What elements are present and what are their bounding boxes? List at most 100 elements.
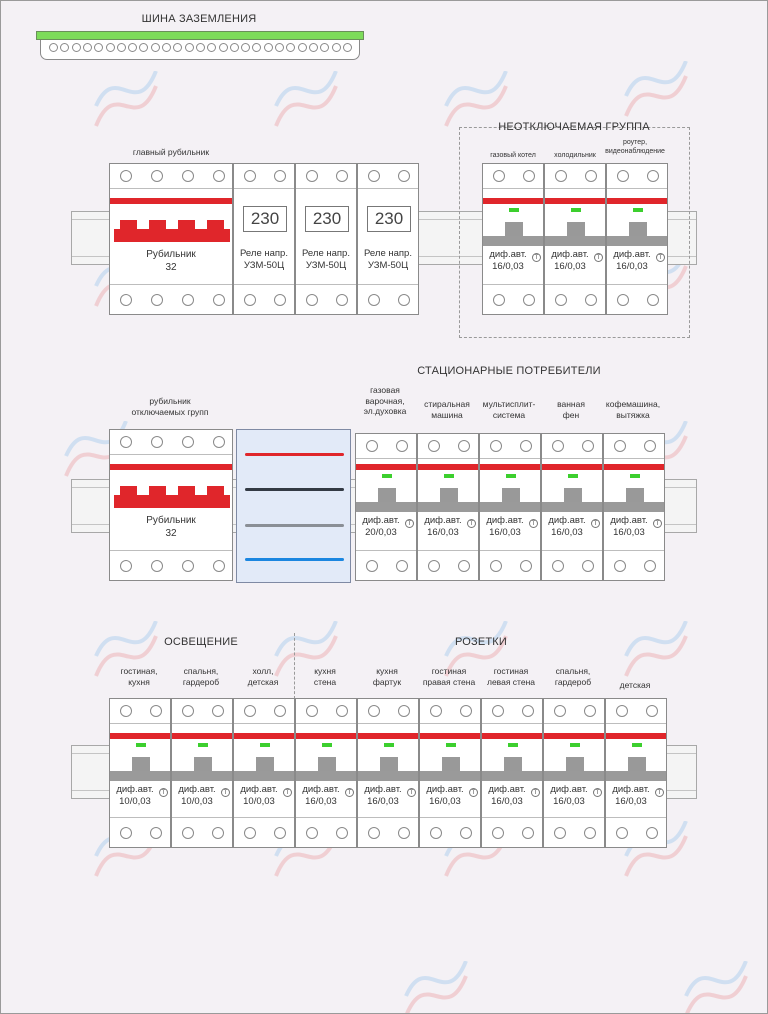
main-switch: Рубильник 32 <box>109 163 233 315</box>
ground-bus-hole <box>49 43 58 52</box>
ground-bus-hole <box>94 43 104 52</box>
terminal-screw <box>493 170 505 182</box>
ground-bus-hole <box>60 43 70 52</box>
status-indicator <box>633 208 643 212</box>
circuit-label: кофемашина, вытяжка <box>605 399 661 420</box>
rcbo-breaker: диф.авт. 16/0,03 T <box>482 163 544 315</box>
test-button-icon: T <box>653 519 662 528</box>
circuit-label: ванная фен <box>557 399 585 420</box>
red-band <box>110 198 232 204</box>
toggle-base <box>545 236 605 246</box>
terminal-screw <box>368 170 380 182</box>
status-indicator <box>446 743 456 747</box>
ground-bus-hole <box>275 43 284 52</box>
red-band <box>172 733 232 739</box>
watermark-logo <box>441 70 511 141</box>
status-indicator <box>136 743 146 747</box>
rcbo-breaker: диф.авт. 16/0,03 T <box>481 698 543 848</box>
divider <box>606 817 666 818</box>
status-indicator <box>384 743 394 747</box>
terminal-screw <box>616 705 628 717</box>
toggle-lever <box>132 757 150 771</box>
status-indicator <box>632 743 642 747</box>
terminal-screw <box>120 705 132 717</box>
divider <box>234 817 294 818</box>
red-band <box>544 733 604 739</box>
rcbo-breaker: диф.авт. 16/0,03 T <box>417 433 479 581</box>
divider <box>418 458 478 459</box>
test-button-icon: T <box>221 788 230 797</box>
terminal-screw <box>182 560 194 572</box>
divider <box>358 723 418 724</box>
red-band <box>483 198 543 204</box>
divider <box>110 723 170 724</box>
rcbo-breaker: диф.авт. 16/0,03 T <box>357 698 419 848</box>
status-indicator <box>444 474 454 478</box>
test-button-icon: T <box>655 788 664 797</box>
red-band <box>358 733 418 739</box>
rcbo-breaker: диф.авт. 10/0,03 T <box>171 698 233 848</box>
terminal-screw <box>554 705 566 717</box>
terminal-screw <box>490 440 502 452</box>
switch-label: Рубильник 32 <box>146 249 196 273</box>
divider <box>542 458 602 459</box>
test-button-icon: T <box>531 788 540 797</box>
toggle-lever <box>378 488 396 502</box>
terminal-screw <box>458 560 470 572</box>
terminal-screw <box>614 560 626 572</box>
red-band <box>420 733 480 739</box>
red-band <box>110 733 170 739</box>
terminal-screw <box>644 440 656 452</box>
lighting-sockets-divider <box>294 633 295 699</box>
rcbo-label: диф.авт. 16/0,03 <box>426 784 464 808</box>
rcbo-label: диф.авт. 16/0,03 <box>610 515 648 539</box>
ground-bus-green-strip <box>36 31 364 40</box>
divider <box>418 550 478 551</box>
rcbo-breaker: диф.авт. 16/0,03 T <box>606 163 668 315</box>
ground-bus-hole <box>320 43 330 52</box>
group-title: СТАЦИОНАРНЫЕ ПОТРЕБИТЕЛИ <box>417 365 601 377</box>
toggle-base <box>482 771 542 781</box>
divider <box>604 550 664 551</box>
terminal-screw <box>151 436 163 448</box>
terminal-screw <box>182 827 194 839</box>
terminal-screw <box>646 827 658 839</box>
relay-label: Реле напр. УЗМ-50Ц <box>240 248 288 272</box>
rcbo-breaker: диф.авт. 10/0,03 T <box>109 698 171 848</box>
terminal-screw <box>182 705 194 717</box>
terminal-screw <box>212 827 224 839</box>
terminal-screw <box>647 170 659 182</box>
terminal-screw <box>120 560 132 572</box>
uninterruptible-group-frame <box>459 127 690 338</box>
terminal-screw <box>213 436 225 448</box>
toggle-base <box>356 502 416 512</box>
terminal-screw <box>458 440 470 452</box>
terminal-screw <box>306 705 318 717</box>
divider <box>542 550 602 551</box>
terminal-screw <box>396 440 408 452</box>
voltage-relay: 230 Реле напр. УЗМ-50Ц <box>233 163 295 315</box>
rcbo-breaker: диф.авт. 16/0,03 T <box>295 698 357 848</box>
red-band <box>545 198 605 204</box>
toggle-lever <box>256 757 274 771</box>
terminal-screw <box>552 560 564 572</box>
status-indicator <box>506 474 516 478</box>
test-button-icon: T <box>656 253 665 262</box>
ground-bus-title: ШИНА ЗАЗЕМЛЕНИЯ <box>141 13 257 25</box>
test-button-icon: T <box>469 788 478 797</box>
terminal-screw <box>366 440 378 452</box>
terminal-screw <box>554 827 566 839</box>
handle-post <box>120 486 137 496</box>
circuit-label: газовый котел <box>490 152 536 159</box>
divider <box>356 550 416 551</box>
voltage-relay: 230 Реле напр. УЗМ-50Ц <box>357 163 419 315</box>
circuit-label: спальня, гардероб <box>182 666 220 687</box>
terminal-screw <box>274 170 286 182</box>
rcbo-label: диф.авт. 16/0,03 <box>551 249 589 273</box>
relay-display: 230 <box>305 206 349 232</box>
toggle-lever <box>628 757 646 771</box>
watermark-logo <box>91 620 161 691</box>
rcbo-label: диф.авт. 20/0,03 <box>362 515 400 539</box>
ground-bus-hole <box>128 43 138 52</box>
rcbo-label: диф.авт. 16/0,03 <box>612 784 650 808</box>
